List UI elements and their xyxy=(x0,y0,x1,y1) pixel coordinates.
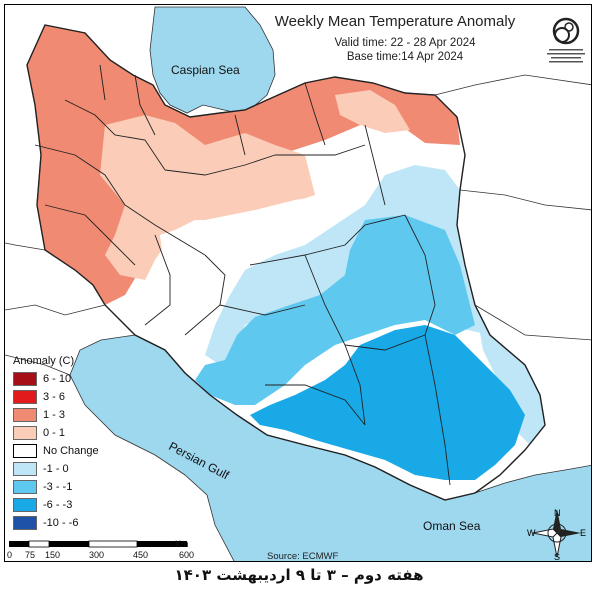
legend-swatch xyxy=(13,408,37,422)
legend-label: 3 - 6 xyxy=(43,391,66,403)
legend-item: 0 - 1 xyxy=(9,424,119,442)
cool-zone-mid xyxy=(195,215,475,405)
oman-sea-label: Oman Sea xyxy=(423,519,481,533)
legend-label: 1 - 3 xyxy=(43,409,66,421)
legend-label: 0 - 1 xyxy=(43,427,66,439)
neighbour-borders xyxy=(5,74,591,376)
scale-tick: 300 xyxy=(89,550,104,560)
scale-tick: 0 xyxy=(7,550,12,560)
legend-item: -3 - -1 xyxy=(9,478,119,496)
legend-item: 1 - 3 xyxy=(9,406,119,424)
scale-unit: Km xyxy=(175,539,189,549)
map-title: Weekly Mean Temperature Anomaly xyxy=(274,13,516,30)
legend-item: 6 - 10 xyxy=(9,370,119,388)
scale-tick: 150 xyxy=(45,550,60,560)
province-borders xyxy=(34,64,451,486)
legend-label: 6 - 10 xyxy=(43,373,72,385)
base-time: Base time:14 Apr 2024 xyxy=(346,51,464,63)
legend-label: -10 - -6 xyxy=(43,517,79,529)
legend-title: Anomaly (C) xyxy=(13,355,75,367)
compass-w: W xyxy=(527,528,536,538)
legend-item: -6 - -3 xyxy=(9,496,119,514)
compass-icon: N S W E xyxy=(527,508,586,560)
map-frame: Weekly Mean Temperature Anomaly Valid ti… xyxy=(4,4,592,562)
legend-item: -1 - 0 xyxy=(9,460,119,478)
legend-swatch xyxy=(13,426,37,440)
light-warm-zone xyxy=(100,115,315,280)
legend-swatch xyxy=(13,480,37,494)
iran-outline xyxy=(26,24,546,501)
caption: هفته دوم – ۳ تا ۹ اردیبهشت ۱۴۰۳ xyxy=(174,566,424,584)
legend-swatch xyxy=(13,462,37,476)
legend-swatch xyxy=(13,372,37,386)
cool-zone-strong xyxy=(250,325,525,480)
legend-item: 3 - 6 xyxy=(9,388,119,406)
legend-swatch xyxy=(13,516,37,530)
caspian-sea xyxy=(149,6,276,114)
legend-swatch xyxy=(13,498,37,512)
source-label: Source: ECMWF xyxy=(267,551,339,562)
legend-label: No Change xyxy=(43,445,99,457)
organization-logo-icon xyxy=(547,17,585,63)
compass-n: N xyxy=(554,508,561,518)
scale-tick: 75 xyxy=(25,550,35,560)
caspian-sea-label: Caspian Sea xyxy=(171,63,240,77)
iran-anomaly-map xyxy=(5,5,591,561)
legend-label: -3 - -1 xyxy=(43,481,73,493)
light-warm-zone-2 xyxy=(335,90,410,133)
legend-label: -6 - -3 xyxy=(43,499,73,511)
legend-label: -1 - 0 xyxy=(43,463,69,475)
legend: Anomaly (C) 6 - 10 3 - 6 1 - 3 0 - 1 No Chan… xyxy=(9,355,119,532)
compass-s: S xyxy=(554,552,560,560)
legend-item: -10 - -6 xyxy=(9,514,119,532)
legend-item: No Change xyxy=(9,442,119,460)
cool-zone-east-edge xyxy=(475,305,545,445)
scale-tick: 600 xyxy=(179,550,194,560)
compass-e: E xyxy=(580,528,586,538)
valid-time: Valid time: 22 - 28 Apr 2024 xyxy=(334,37,476,49)
scale-bar: 0 75 150 300 450 600 Km xyxy=(7,539,194,560)
legend-swatch xyxy=(13,444,37,458)
scale-tick: 450 xyxy=(133,550,148,560)
legend-swatch xyxy=(13,390,37,404)
